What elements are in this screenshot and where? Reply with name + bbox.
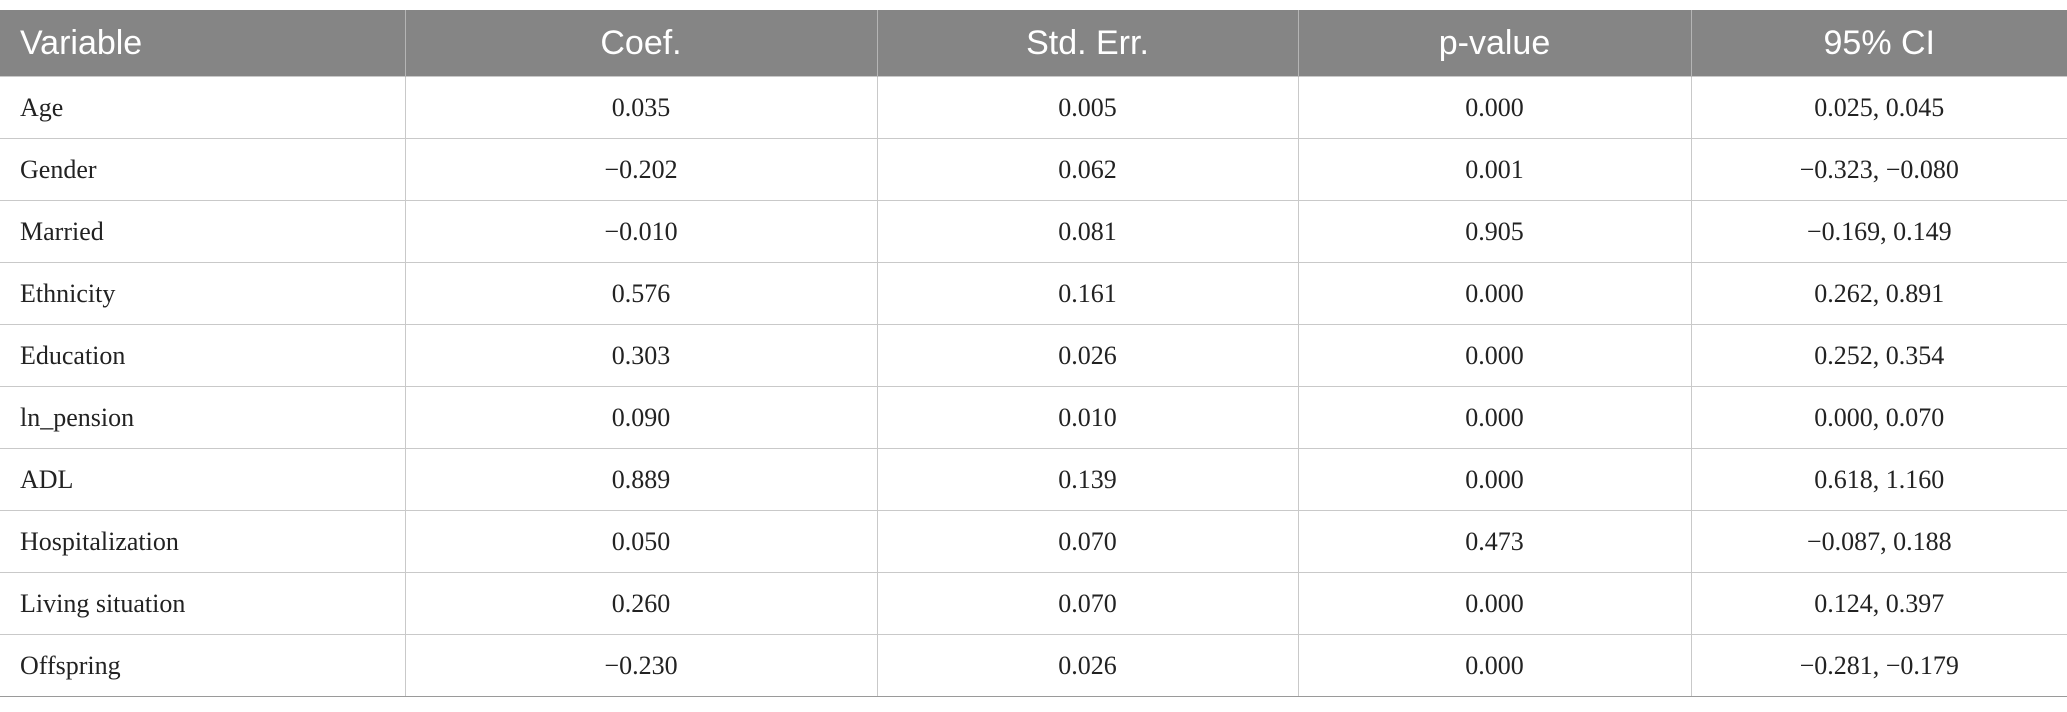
value-cell: 0.081 [876,200,1299,263]
value-cell: 0.618, 1.160 [1690,448,2067,511]
value-cell: 0.026 [876,324,1299,387]
variable-cell: ADL [0,448,406,511]
variable-cell: Age [0,76,406,139]
value-cell: 0.005 [876,76,1299,139]
table-row: Ethnicity 0.576 0.161 0.000 0.262, 0.891 [0,262,2067,325]
value-cell: 0.139 [876,448,1299,511]
variable-cell: Married [0,200,406,263]
value-cell: 0.000 [1297,76,1692,139]
value-cell: 0.576 [404,262,878,325]
value-cell: 0.262, 0.891 [1690,262,2067,325]
table-row: ln_pension 0.090 0.010 0.000 0.000, 0.070 [0,386,2067,449]
header-cell: Coef. [404,10,877,77]
table-row: Living situation 0.260 0.070 0.000 0.124, 0.… [0,572,2067,635]
table-row: Married −0.010 0.081 0.905 −0.169, 0.149 [0,200,2067,263]
table-container: Variable Coef. Std. Err. p-value 95% CI Age 0… [0,10,2067,697]
value-cell: 0.473 [1297,510,1692,573]
value-cell: 0.000 [1297,386,1692,449]
header-cell: Variable [0,10,405,77]
value-cell: 0.026 [876,634,1299,697]
value-cell: 0.000 [1297,572,1692,635]
table-row: Offspring −0.230 0.026 0.000 −0.281, −0.179 [0,634,2067,697]
value-cell: 0.001 [1297,138,1692,201]
value-cell: −0.010 [404,200,878,263]
value-cell: 0.070 [876,510,1299,573]
value-cell: 0.090 [404,386,878,449]
value-cell: 0.070 [876,572,1299,635]
value-cell: 0.025, 0.045 [1690,76,2067,139]
variable-cell: ln_pension [0,386,406,449]
value-cell: −0.323, −0.080 [1690,138,2067,201]
value-cell: −0.202 [404,138,878,201]
variable-cell: Hospitalization [0,510,406,573]
variable-cell: Ethnicity [0,262,406,325]
header-cell: Std. Err. [876,10,1298,77]
value-cell: 0.050 [404,510,878,573]
variable-cell: Offspring [0,634,406,697]
header-row: Variable Coef. Std. Err. p-value 95% CI [0,10,2067,77]
value-cell: 0.062 [876,138,1299,201]
variable-cell: Living situation [0,572,406,635]
value-cell: 0.124, 0.397 [1690,572,2067,635]
value-cell: 0.000 [1297,634,1692,697]
table-body: Age 0.035 0.005 0.000 0.025, 0.045 Gender −0.2… [0,76,2067,697]
table-row: Age 0.035 0.005 0.000 0.025, 0.045 [0,76,2067,139]
header-cell: 95% CI [1690,10,2067,77]
value-cell: 0.303 [404,324,878,387]
table-row: Hospitalization 0.050 0.070 0.473 −0.087, 0.… [0,510,2067,573]
header-cell: p-value [1297,10,1691,77]
value-cell: 0.000 [1297,262,1692,325]
value-cell: 0.252, 0.354 [1690,324,2067,387]
value-cell: 0.000 [1297,324,1692,387]
value-cell: −0.230 [404,634,878,697]
value-cell: 0.035 [404,76,878,139]
value-cell: 0.260 [404,572,878,635]
table-row: Gender −0.202 0.062 0.001 −0.323, −0.080 [0,138,2067,201]
value-cell: 0.010 [876,386,1299,449]
table-row: ADL 0.889 0.139 0.000 0.618, 1.160 [0,448,2067,511]
value-cell: −0.281, −0.179 [1690,634,2067,697]
regression-table: Variable Coef. Std. Err. p-value 95% CI Age 0… [0,10,2067,697]
value-cell: 0.889 [404,448,878,511]
value-cell: 0.000 [1297,448,1692,511]
value-cell: 0.905 [1297,200,1692,263]
value-cell: 0.000, 0.070 [1690,386,2067,449]
table-row: Education 0.303 0.026 0.000 0.252, 0.354 [0,324,2067,387]
value-cell: −0.169, 0.149 [1690,200,2067,263]
value-cell: 0.161 [876,262,1299,325]
value-cell: −0.087, 0.188 [1690,510,2067,573]
variable-cell: Gender [0,138,406,201]
variable-cell: Education [0,324,406,387]
